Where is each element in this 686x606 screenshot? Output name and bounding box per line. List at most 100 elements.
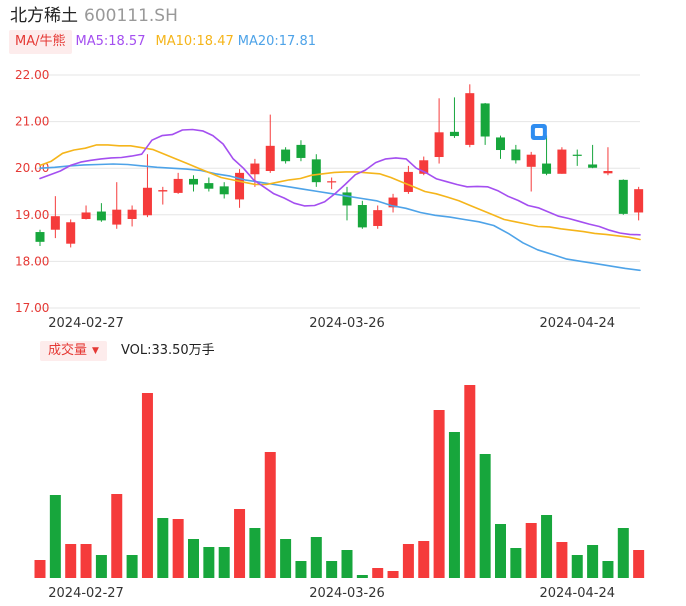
- candle-body: [480, 103, 490, 137]
- volume-bar: [341, 550, 353, 578]
- volume-bar: [310, 537, 322, 578]
- volume-bar: [218, 547, 230, 578]
- kline-chart[interactable]: 22.0021.0020.0019.0018.0017.002024-02-27…: [0, 0, 686, 335]
- x-tick-label: 2024-03-26: [309, 316, 385, 331]
- candle-body: [388, 197, 398, 208]
- candle-body: [449, 131, 459, 137]
- volume-bar: [402, 544, 414, 578]
- volume-bar: [49, 495, 61, 578]
- y-tick-label: 21.00: [15, 115, 49, 129]
- ma10-line: [39, 144, 641, 241]
- candle-body: [158, 190, 168, 192]
- ma-indicator-tab[interactable]: MA/牛熊: [9, 30, 72, 54]
- volume-bar: [249, 528, 261, 578]
- volume-bar: [617, 528, 629, 578]
- candle-body: [173, 178, 183, 193]
- candle-body: [81, 212, 91, 219]
- volume-bar: [264, 452, 276, 578]
- x-tick-label: 2024-02-27: [48, 316, 124, 331]
- ma-legend: MA/牛熊 MA5:18.57 MA10:18.47 MA20:17.81: [9, 30, 316, 54]
- candle-body: [434, 132, 444, 158]
- candle-body: [142, 187, 152, 216]
- candle-body: [526, 154, 536, 167]
- candle-body: [511, 149, 521, 161]
- candle-body: [296, 144, 306, 158]
- candle-body: [403, 171, 413, 192]
- volume-indicator-tab[interactable]: 成交量 ▼: [40, 341, 107, 361]
- candle-body: [235, 172, 245, 200]
- volume-bar: [280, 539, 292, 578]
- candle-body: [327, 181, 337, 183]
- x-tick-label: 2024-03-26: [309, 586, 385, 601]
- candle-body: [250, 163, 260, 175]
- volume-bar: [587, 545, 599, 578]
- caret-down-icon: ▼: [92, 346, 99, 356]
- candle-body: [557, 149, 567, 174]
- volume-bar: [510, 548, 522, 578]
- volume-value: VOL:33.50万手: [120, 343, 215, 358]
- x-tick-label: 2024-04-24: [539, 316, 615, 331]
- volume-legend: 成交量 ▼ VOL:33.50万手: [40, 341, 215, 361]
- volume-tab-label: 成交量: [48, 343, 88, 358]
- volume-bar: [356, 575, 368, 578]
- candle-body: [496, 137, 505, 151]
- volume-bar: [633, 550, 645, 578]
- ma5-legend: MA5:18.57: [75, 34, 146, 49]
- candle-body: [419, 160, 429, 174]
- volume-bar: [448, 432, 460, 578]
- volume-bar: [95, 555, 107, 578]
- y-tick-label: 22.00: [15, 68, 49, 82]
- stock-name: 北方稀土: [10, 6, 78, 26]
- volume-bar: [80, 544, 92, 578]
- volume-bar: [464, 385, 476, 578]
- volume-bar: [433, 410, 445, 578]
- volume-bar: [372, 568, 384, 578]
- candle-body: [311, 159, 321, 183]
- candle-body: [112, 209, 122, 225]
- volume-bar: [203, 547, 215, 578]
- candle-body: [127, 209, 137, 219]
- volume-bar: [295, 561, 307, 578]
- candle-body: [281, 149, 291, 162]
- stock-code: 600111.SH: [84, 6, 178, 26]
- candle-body: [189, 178, 198, 185]
- stock-title: 北方稀土 600111.SH: [10, 5, 178, 27]
- volume-bar: [495, 524, 506, 578]
- candle-body: [265, 145, 275, 171]
- candle-body: [204, 183, 214, 189]
- candle-body: [66, 222, 76, 244]
- volume-bar: [111, 494, 123, 578]
- volume-bar: [525, 523, 537, 578]
- volume-bar: [571, 555, 583, 578]
- candle-body: [572, 154, 582, 156]
- candle-body: [373, 210, 383, 226]
- candle-body: [357, 205, 367, 228]
- volume-bar: [188, 539, 199, 578]
- x-tick-label: 2024-04-24: [539, 586, 615, 601]
- volume-bar: [141, 393, 153, 578]
- candle-body: [618, 179, 628, 214]
- ma10-legend: MA10:18.47: [155, 34, 234, 49]
- event-marker-inner: [534, 128, 543, 136]
- volume-bar: [418, 541, 430, 578]
- event-marker-icon: [530, 124, 547, 140]
- candle-body: [588, 164, 598, 168]
- candle-body: [603, 170, 613, 174]
- candle-body: [634, 189, 644, 213]
- ma5-line: [39, 128, 641, 236]
- candle-body: [96, 211, 106, 221]
- volume-bar: [157, 518, 169, 578]
- volume-bar: [326, 561, 338, 578]
- volume-bar: [556, 542, 568, 578]
- candle-body: [35, 232, 45, 242]
- volume-bar: [234, 509, 246, 578]
- x-tick-label: 2024-02-27: [48, 586, 124, 601]
- volume-bar: [387, 571, 399, 578]
- volume-bar: [172, 519, 184, 578]
- ma20-legend: MA20:17.81: [237, 34, 316, 49]
- volume-bar: [602, 561, 614, 578]
- volume-bar: [65, 544, 77, 578]
- volume-bar: [541, 515, 553, 578]
- y-tick-label: 17.00: [15, 301, 49, 315]
- y-tick-label: 18.00: [15, 254, 49, 268]
